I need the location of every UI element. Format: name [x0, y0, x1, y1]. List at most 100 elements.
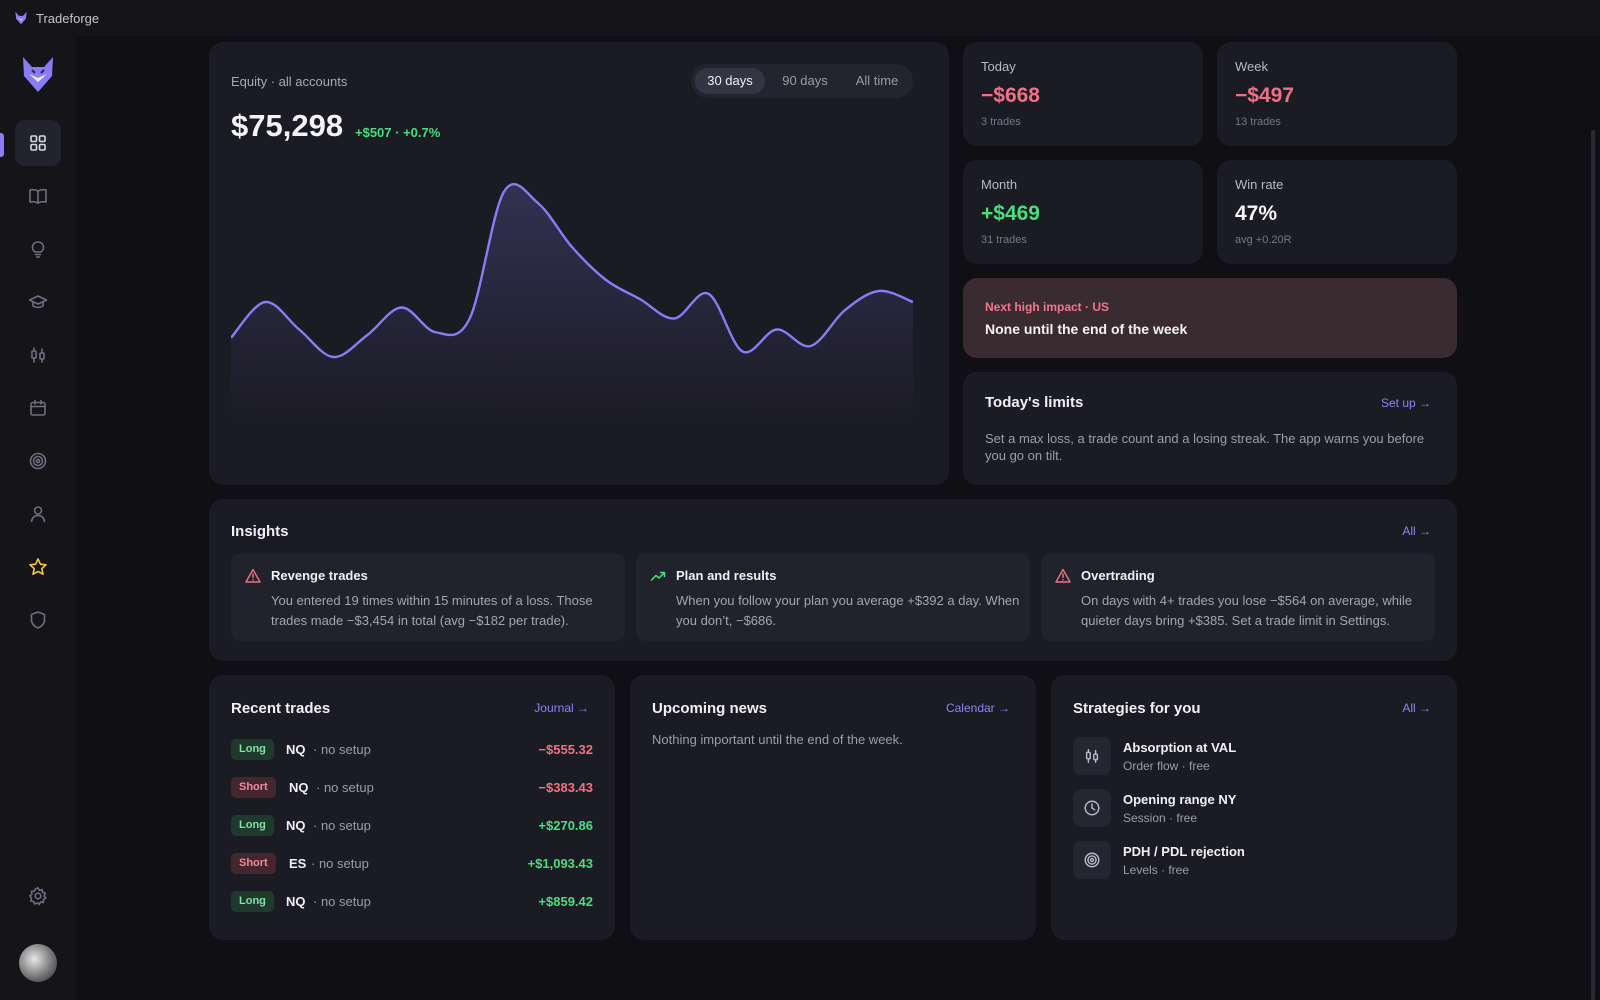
alert-text: None until the end of the week — [985, 321, 1188, 337]
strategy-name: Absorption at VAL — [1123, 740, 1237, 755]
insight-body: When you follow your plan you average +$… — [676, 593, 1020, 628]
trade-row[interactable]: Short ES · no setup +$1,093.43 — [231, 851, 593, 877]
order-flow-icon — [1085, 748, 1099, 764]
equity-card: Equity · all accounts $75,298 +$507 · +0… — [209, 42, 949, 485]
trade-side-badge: Long — [231, 891, 274, 912]
target-icon — [1084, 852, 1100, 868]
stat-month-value: +$469 — [981, 202, 1040, 225]
trade-setup: · no setup — [316, 780, 374, 795]
range-30-days-button[interactable]: 30 days — [695, 68, 765, 94]
strategy-icon-box — [1073, 789, 1111, 827]
stat-today-sub: 3 trades — [981, 116, 1021, 128]
calendar-link[interactable]: Calendar → — [945, 701, 1010, 715]
trade-row[interactable]: Short NQ · no setup −$383.43 — [231, 775, 593, 801]
range-90-days-button[interactable]: 90 days — [782, 73, 828, 88]
sidebar-item-favorites[interactable] — [15, 544, 61, 590]
strategies-all-link[interactable]: All → — [1402, 701, 1431, 715]
journal-link[interactable]: Journal → — [534, 701, 589, 715]
trade-pnl: +$859.42 — [538, 894, 593, 909]
equity-area — [231, 184, 913, 422]
sidebar-item-journal[interactable] — [15, 173, 61, 219]
trade-pnl: +$1,093.43 — [527, 856, 593, 871]
sidebar-item-profile[interactable] — [15, 491, 61, 537]
stat-week-label: Week — [1235, 59, 1268, 74]
trade-row[interactable]: Long NQ · no setup +$270.86 — [231, 813, 593, 839]
sidebar-item-trades[interactable] — [15, 332, 61, 378]
star-icon — [29, 558, 47, 575]
graduation-cap-icon — [28, 295, 48, 309]
trade-symbol: NQ — [289, 780, 309, 795]
trade-setup: · no setup — [313, 742, 371, 757]
sidebar — [0, 36, 76, 1000]
strategy-item[interactable]: Absorption at VAL Order flow · free — [1073, 737, 1433, 777]
stat-week-card: Week −$497 13 trades — [1217, 42, 1457, 146]
trade-side-badge: Long — [231, 739, 274, 760]
scrollbar[interactable] — [1591, 130, 1595, 1000]
strategy-meta: Levels · free — [1123, 863, 1190, 877]
equity-title: Equity · all accounts — [231, 74, 348, 89]
equity-value: $75,298 — [231, 108, 344, 143]
stat-winrate-card: Win rate 47% avg +0.20R — [1217, 160, 1457, 264]
news-title: Upcoming news — [652, 700, 768, 717]
calendar-icon — [30, 399, 46, 416]
sidebar-item-ideas[interactable] — [15, 226, 61, 272]
recent-trades-card: Recent trades Journal → Long NQ · no set… — [209, 675, 615, 940]
insight-body: You entered 19 times within 15 minutes o… — [271, 593, 593, 628]
trade-row[interactable]: Long NQ · no setup −$555.32 — [231, 737, 593, 763]
sidebar-item-academy[interactable] — [15, 279, 61, 325]
trade-side-badge: Short — [231, 777, 276, 798]
strategy-icon-box — [1073, 737, 1111, 775]
trade-row[interactable]: Long NQ · no setup +$859.42 — [231, 889, 593, 915]
strategy-item[interactable]: PDH / PDL rejection Levels · free — [1073, 841, 1433, 881]
stat-week-value: −$497 — [1235, 84, 1294, 107]
fox-logo-icon[interactable] — [20, 56, 56, 94]
strategies-title: Strategies for you — [1073, 700, 1201, 717]
strategy-icon-box — [1073, 841, 1111, 879]
strategy-item[interactable]: Opening range NY Session · free — [1073, 789, 1433, 829]
stat-today-card: Today −$668 3 trades — [963, 42, 1203, 146]
range-all-time-button[interactable]: All time — [855, 73, 899, 88]
trade-symbol: NQ — [286, 818, 306, 833]
sidebar-item-security[interactable] — [15, 597, 61, 643]
insight-revenge-trades[interactable]: Revenge trades You entered 19 times with… — [231, 553, 625, 641]
insight-plan-and-results[interactable]: Plan and results When you follow your pl… — [636, 553, 1030, 641]
trade-setup: · no setup — [311, 856, 369, 871]
shield-icon — [30, 611, 46, 629]
limits-title: Today's limits — [985, 394, 1084, 411]
warning-icon — [245, 568, 261, 583]
stat-winrate-label: Win rate — [1235, 177, 1284, 192]
active-nav-indicator — [0, 133, 4, 157]
sidebar-item-goals[interactable] — [15, 438, 61, 484]
strategy-meta: Order flow · free — [1123, 759, 1210, 773]
fox-logo-icon — [15, 11, 27, 25]
stat-winrate-sub: avg +0.20R — [1235, 234, 1292, 246]
insight-overtrading[interactable]: Overtrading On days with 4+ trades you l… — [1041, 553, 1435, 641]
limits-setup-link[interactable]: Set up → — [1380, 396, 1431, 410]
equity-line — [231, 183, 913, 359]
limits-card: Today's limits Set up → Set a max loss, … — [963, 372, 1457, 485]
stat-month-sub: 31 trades — [981, 234, 1027, 246]
insight-body: On days with 4+ trades you lose −$564 on… — [1081, 593, 1412, 628]
trade-side-badge: Long — [231, 815, 274, 836]
news-alert-banner: Next high impact · US None until the end… — [963, 278, 1457, 358]
insight-title: Plan and results — [676, 568, 777, 583]
insights-title: Insights — [231, 523, 289, 540]
strategies-card: Strategies for you All → Absorption at V… — [1051, 675, 1457, 940]
insights-all-link[interactable]: All → — [1402, 524, 1431, 538]
avatar[interactable] — [19, 944, 57, 982]
strategy-name: Opening range NY — [1123, 792, 1237, 807]
trade-symbol: NQ — [286, 742, 306, 757]
sidebar-item-calendar[interactable] — [15, 385, 61, 431]
upcoming-news-card: Upcoming news Calendar → Nothing importa… — [630, 675, 1036, 940]
candlestick-icon — [31, 347, 45, 363]
trade-setup: · no setup — [313, 894, 371, 909]
user-icon — [30, 506, 46, 523]
trade-pnl: −$555.32 — [538, 742, 593, 757]
target-icon — [29, 452, 47, 470]
app-title: Tradeforge — [36, 10, 100, 26]
sidebar-item-dashboard[interactable] — [15, 120, 61, 166]
trade-pnl: +$270.86 — [538, 818, 593, 833]
trade-pnl: −$383.43 — [538, 780, 593, 795]
settings-button[interactable] — [15, 873, 61, 919]
stat-month-card: Month +$469 31 trades — [963, 160, 1203, 264]
